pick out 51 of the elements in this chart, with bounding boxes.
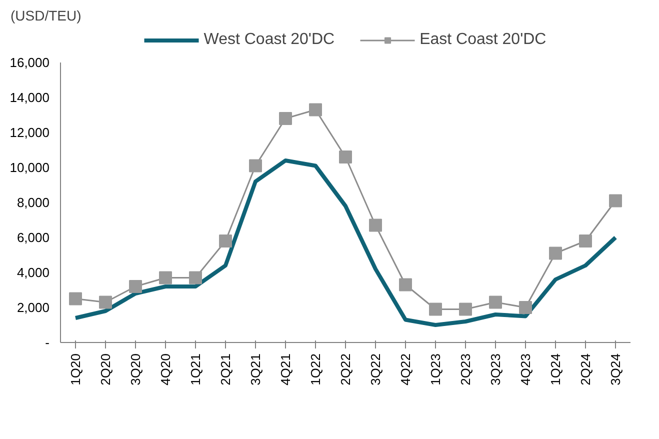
x-tick-label: 4Q20 [158, 353, 173, 386]
x-tick-label: 1Q23 [428, 353, 443, 386]
y-tick-label: 14,000 [10, 90, 50, 105]
x-tick-label: 1Q20 [68, 353, 83, 386]
x-tick-label: 2Q24 [578, 353, 593, 386]
point [579, 234, 592, 248]
point [189, 271, 202, 284]
x-tick-label: 4Q22 [398, 353, 413, 386]
x-tick-label: 1Q22 [308, 353, 323, 386]
y-tick-label: 4,000 [16, 265, 50, 280]
point [399, 278, 412, 292]
point [549, 246, 562, 260]
legend-label: West Coast 20'DC [204, 31, 335, 49]
y-tick-label: 8,000 [16, 195, 50, 210]
y-tick-label: - [45, 335, 50, 350]
x-tick-label: 2Q21 [218, 353, 233, 386]
x-tick-label: 3Q23 [488, 353, 503, 386]
point [519, 301, 532, 314]
y-tick-label: 10,000 [10, 160, 50, 175]
point [609, 194, 622, 208]
x-tick-label: 2Q23 [458, 353, 473, 386]
point [279, 112, 292, 125]
point [339, 150, 352, 164]
point [249, 159, 262, 172]
line-series [74, 158, 618, 327]
y-tick-label: 12,000 [10, 125, 50, 140]
point [429, 302, 442, 316]
x-tick-label: 2Q20 [98, 353, 113, 386]
x-tick-label: 3Q22 [368, 353, 383, 386]
y-tick-label: 16,000 [10, 55, 50, 70]
point [369, 218, 382, 232]
legend-label: East Coast 20'DC [420, 31, 546, 49]
y-axis-title: (USD/TEU) [10, 8, 82, 24]
point [309, 103, 322, 116]
point [219, 234, 232, 248]
x-tick-label: 3Q21 [248, 353, 263, 386]
point [99, 296, 112, 309]
point [69, 292, 82, 306]
point [129, 280, 142, 293]
x-tick-label: 1Q21 [188, 353, 203, 386]
x-tick-label: 4Q23 [518, 353, 533, 386]
x-tick-label: 3Q20 [128, 353, 143, 386]
x-tick-label: 1Q24 [548, 353, 563, 386]
x-tick-label: 3Q24 [608, 353, 623, 386]
x-tick-label: 4Q21 [278, 353, 293, 386]
point [489, 296, 502, 309]
y-tick-label: 2,000 [16, 300, 50, 315]
point [159, 271, 172, 284]
point [459, 302, 472, 316]
y-tick-label: 6,000 [16, 230, 50, 245]
x-tick-label: 2Q22 [338, 353, 353, 386]
